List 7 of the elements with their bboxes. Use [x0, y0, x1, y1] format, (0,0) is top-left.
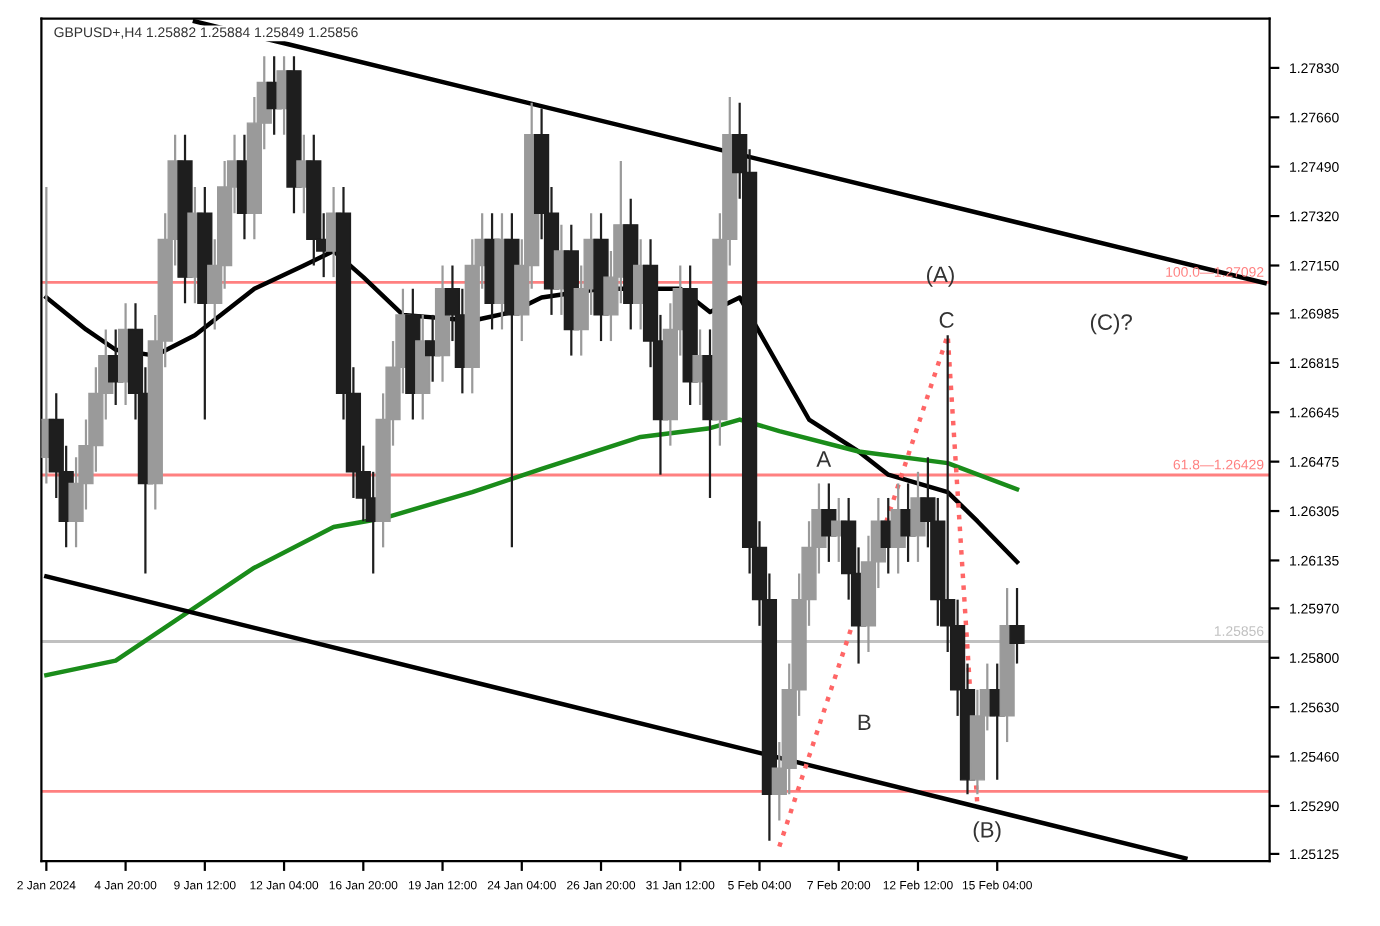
annotation: C — [939, 312, 954, 328]
annotation: (C)? — [1090, 313, 1132, 335]
line-series — [44, 417, 1020, 678]
annotation: B — [858, 714, 871, 730]
candlestick — [1009, 586, 1025, 665]
annotation: (B) — [973, 821, 1001, 843]
annotation: A — [816, 451, 832, 467]
